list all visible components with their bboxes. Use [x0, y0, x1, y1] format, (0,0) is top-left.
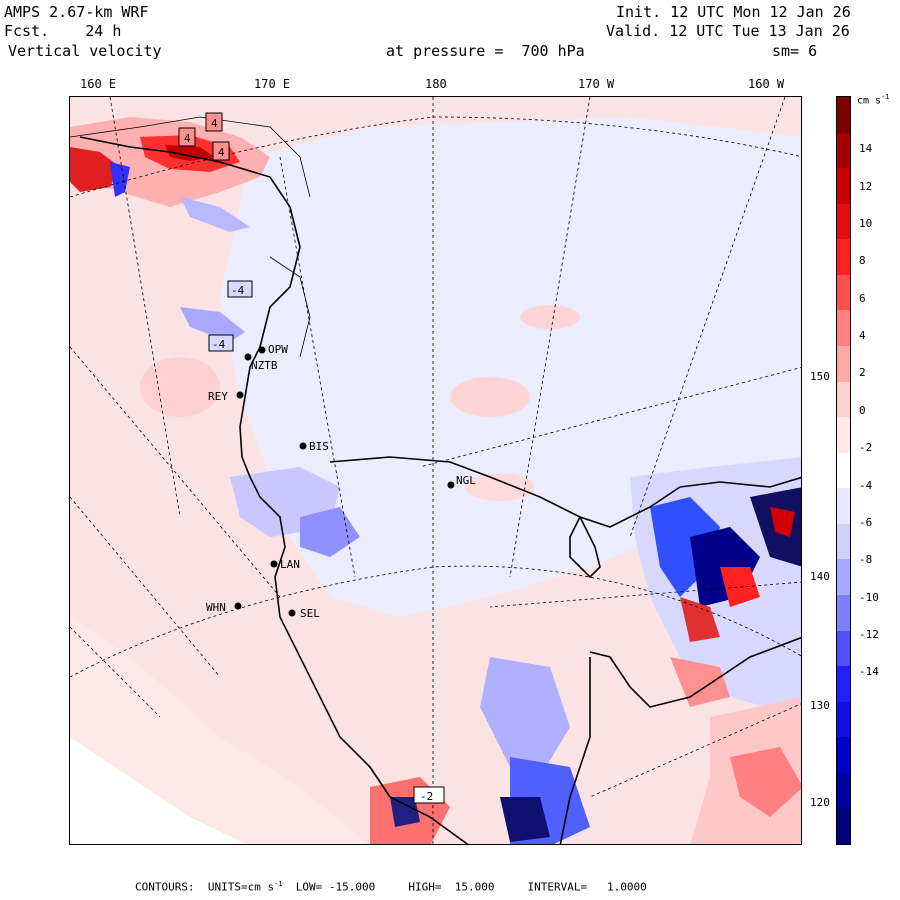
colorbar	[836, 96, 851, 845]
contour-label-group	[178, 112, 445, 804]
colorbar-swatch	[837, 666, 850, 703]
colorbar-tick-label: 4	[859, 329, 866, 343]
contour-label: 4	[184, 132, 191, 145]
colorbar-tick-label: 6	[859, 291, 866, 305]
colorbar-swatch	[837, 417, 850, 454]
colorbar-tick-label: 8	[859, 254, 866, 268]
lon-label-170w: 170 W	[578, 77, 615, 91]
field-blob-2	[520, 305, 580, 329]
colorbar-swatch	[837, 346, 850, 383]
field-blob-1	[450, 377, 530, 417]
field-right-red	[770, 507, 795, 537]
colorbar-swatch	[837, 168, 850, 205]
colorbar-swatch	[837, 488, 850, 525]
colorbar-tick-label: -10	[859, 590, 879, 604]
field-sink-coast	[180, 197, 250, 232]
colorbar-swatch	[837, 203, 850, 240]
station-markers	[234, 346, 455, 617]
map-svg: 4 4 4 -4 -4 -2 OPW NZTB REY BIS NGL LAN …	[70, 97, 801, 844]
contour-info: CONTOURS: UNITS=cm s-1 LOW= -15.000 HIGH…	[135, 880, 647, 894]
contour-label: -4	[231, 284, 245, 297]
colorbar-swatch	[837, 808, 850, 845]
variable-name: Vertical velocity	[8, 42, 162, 60]
model-title: AMPS 2.67-km WRF	[4, 3, 149, 21]
coastline	[79, 136, 801, 844]
colorbar-swatch	[837, 381, 850, 418]
field-uplift-nw-max	[165, 145, 215, 161]
colorbar-tick-label: -2	[859, 441, 873, 455]
colorbar-tick-label: 2	[859, 366, 866, 380]
field-sink-coast-2	[180, 307, 245, 342]
colorbar-swatch	[837, 132, 850, 169]
lon-label-160w: 160 W	[748, 77, 785, 91]
field-blob-4	[140, 357, 220, 417]
contour-line-1	[70, 116, 311, 198]
graticule	[70, 97, 801, 844]
field-right-uplift	[720, 567, 760, 607]
contour-line-2	[269, 256, 311, 358]
contour-label: 4	[211, 117, 218, 130]
colorbar-swatch	[837, 239, 850, 276]
colorbar-tick-label: -8	[859, 553, 873, 567]
colorbar-swatch	[837, 274, 850, 311]
colorbar-swatch	[837, 452, 850, 489]
station-nztb: NZTB	[251, 359, 278, 372]
colorbar-swatch	[837, 595, 850, 632]
colorbar-tick-label: 10	[859, 217, 873, 231]
station-sel: SEL	[300, 607, 320, 620]
lon-label-160e: 160 E	[80, 77, 117, 91]
field-uplift-nw-edge	[70, 147, 120, 192]
colorbar-swatch	[837, 559, 850, 596]
field-bottom-dark-2	[500, 797, 550, 842]
colorbar-tick-label: -14	[859, 665, 879, 679]
colorbar-tick-label: -4	[859, 478, 873, 492]
colorbar-swatch	[837, 701, 850, 738]
field-white-region	[70, 737, 246, 844]
station-ngl: NGL	[456, 474, 476, 487]
colorbar-tick-label: -12	[859, 627, 879, 641]
init-time: Init. 12 UTC Mon 12 Jan 26	[616, 3, 851, 21]
station-bis: BIS	[309, 440, 329, 453]
pressure-level: at pressure = 700 hPa	[386, 42, 585, 60]
field-right-pink	[670, 657, 730, 707]
colorbar-swatch	[837, 737, 850, 774]
valid-time: Valid. 12 UTC Tue 13 Jan 26	[606, 22, 850, 40]
colorbar-tick-label: 14	[859, 142, 873, 156]
lon-label-180: 180	[425, 77, 447, 91]
colorbar-unit: cm s-1	[857, 93, 890, 107]
map-panel: 4 4 4 -4 -4 -2 OPW NZTB REY BIS NGL LAN …	[69, 96, 802, 845]
station-opw: OPW	[268, 343, 288, 356]
station-whn: WHN	[206, 601, 226, 614]
colorbar-swatch	[837, 523, 850, 560]
contour-label: -4	[212, 338, 226, 351]
field-bottom-dark	[390, 797, 420, 827]
colorbar-tick-label: 0	[859, 403, 866, 417]
colorbar-swatch	[837, 772, 850, 809]
forecast-hour: Fcst. 24 h	[4, 22, 122, 40]
field-se-uplift-core	[730, 747, 801, 817]
station-lan: LAN	[280, 558, 300, 571]
colorbar-swatch	[837, 97, 850, 134]
colorbar-swatch	[837, 630, 850, 667]
colorbar-tick-label: 12	[859, 179, 873, 193]
contour-label: -2	[420, 790, 433, 803]
colorbar-tick-label: -6	[859, 515, 873, 529]
field-bottom-sink	[480, 657, 570, 777]
lon-label-170e: 170 E	[254, 77, 291, 91]
station-rey: REY	[208, 390, 228, 403]
contour-label: 4	[218, 146, 225, 159]
colorbar-swatch	[837, 310, 850, 347]
field-blob-3	[465, 473, 535, 501]
field-right-red-2	[680, 597, 720, 642]
smoothing: sm= 6	[772, 42, 818, 60]
